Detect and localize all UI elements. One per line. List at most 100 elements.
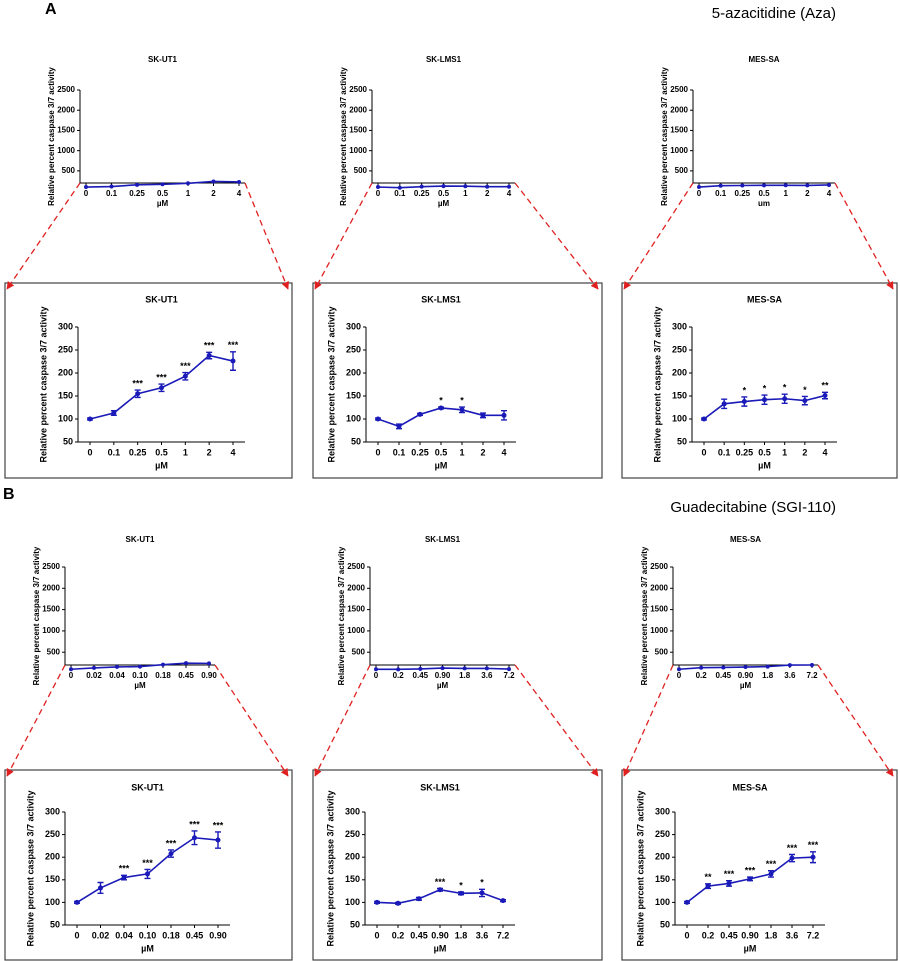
y-tick-label: 1000 bbox=[42, 626, 60, 635]
significance-label: *** bbox=[180, 361, 191, 371]
data-point bbox=[827, 182, 831, 187]
x-tick-label: 0.2 bbox=[393, 671, 405, 680]
x-tick-label: 0.5 bbox=[758, 447, 771, 457]
y-tick-label: 1000 bbox=[650, 626, 668, 635]
significance-label: *** bbox=[166, 838, 177, 848]
data-point bbox=[810, 663, 814, 667]
y-tick-label: 2500 bbox=[670, 85, 688, 94]
x-tick-label: 0.90 bbox=[435, 671, 451, 680]
data-point bbox=[741, 399, 747, 405]
data-point bbox=[111, 410, 117, 416]
y-tick-label: 200 bbox=[655, 852, 670, 862]
significance-label: * bbox=[480, 878, 484, 888]
data-point bbox=[438, 405, 444, 411]
y-tick-label: 150 bbox=[58, 390, 73, 400]
data-point bbox=[397, 185, 402, 190]
x-tick-label: 0.18 bbox=[162, 930, 180, 940]
panel-title: 5-azacitidine (Aza) bbox=[712, 5, 836, 22]
data-point bbox=[721, 665, 726, 670]
x-tick-label: 4 bbox=[230, 447, 235, 457]
y-axis-label: Relative percent caspase 3/7 activity bbox=[325, 790, 335, 946]
x-tick-label: 0.90 bbox=[201, 671, 217, 680]
significance-label: *** bbox=[132, 378, 143, 388]
chart-title: SK-UT1 bbox=[148, 55, 177, 64]
y-tick-label: 2000 bbox=[650, 583, 668, 592]
data-point bbox=[721, 401, 727, 407]
x-tick-label: 1.8 bbox=[765, 930, 778, 940]
y-tick-label: 1500 bbox=[347, 605, 365, 614]
x-tick-label: 0.45 bbox=[410, 930, 428, 940]
x-axis-label: µM bbox=[438, 199, 450, 208]
x-tick-label: 1 bbox=[463, 189, 468, 198]
data-point bbox=[375, 416, 381, 422]
data-point bbox=[84, 185, 88, 190]
data-point bbox=[396, 423, 402, 429]
x-axis-label: µM bbox=[435, 460, 448, 470]
data-point bbox=[98, 885, 103, 891]
panel-title: Guadecitabine (SGI-110) bbox=[670, 499, 836, 516]
x-tick-label: 3.6 bbox=[786, 930, 799, 940]
y-tick-label: 200 bbox=[45, 852, 60, 862]
data-point bbox=[458, 890, 464, 896]
significance-label: *** bbox=[213, 820, 224, 830]
significance-label: *** bbox=[228, 340, 239, 350]
x-axis-label: µM bbox=[740, 681, 752, 690]
data-point bbox=[802, 398, 808, 404]
data-point bbox=[726, 880, 732, 886]
significance-label: *** bbox=[808, 840, 819, 850]
y-tick-label: 250 bbox=[58, 344, 73, 354]
x-tick-label: 1 bbox=[782, 447, 787, 457]
y-tick-label: 2000 bbox=[42, 583, 60, 592]
x-tick-label: 0.25 bbox=[414, 189, 430, 198]
y-tick-label: 1500 bbox=[349, 126, 367, 135]
data-point bbox=[207, 661, 211, 666]
panel-frame bbox=[621, 769, 898, 961]
x-tick-label: 1 bbox=[783, 189, 788, 198]
y-tick-label: 50 bbox=[350, 919, 360, 929]
x-tick-label: 0.2 bbox=[392, 930, 405, 940]
data-point bbox=[92, 665, 96, 670]
y-tick-label: 300 bbox=[672, 321, 687, 331]
data-point bbox=[230, 358, 236, 364]
chart-title: SK-UT1 bbox=[131, 782, 164, 792]
x-tick-label: 0.25 bbox=[736, 447, 754, 457]
x-axis-label: µM bbox=[157, 199, 169, 208]
x-tick-label: 1.8 bbox=[455, 930, 468, 940]
panel-label: A bbox=[45, 1, 57, 18]
data-point bbox=[699, 665, 704, 670]
y-tick-label: 2500 bbox=[42, 562, 60, 571]
x-tick-label: 0 bbox=[684, 930, 689, 940]
x-tick-label: 0.90 bbox=[209, 930, 227, 940]
x-tick-label: 0 bbox=[84, 189, 89, 198]
y-axis-label: Relative percent caspase 3/7 activity bbox=[337, 546, 346, 685]
data-point bbox=[206, 353, 212, 359]
chart-title: MES-SA bbox=[747, 294, 783, 304]
y-tick-label: 500 bbox=[354, 166, 368, 175]
significance-label: * bbox=[743, 385, 747, 395]
x-tick-label: 2 bbox=[211, 189, 216, 198]
x-tick-label: 0.2 bbox=[702, 930, 715, 940]
chart-title: MES-SA bbox=[748, 55, 779, 64]
y-tick-label: 1000 bbox=[57, 146, 75, 155]
zoom-connector bbox=[314, 664, 371, 777]
y-axis-label: Relative percent caspase 3/7 activity bbox=[326, 306, 336, 462]
chart-title: SK-LMS1 bbox=[426, 55, 462, 64]
significance-label: * bbox=[763, 383, 767, 393]
x-tick-label: 0.25 bbox=[735, 189, 751, 198]
data-point bbox=[783, 183, 788, 188]
x-tick-label: 0 bbox=[375, 447, 380, 457]
x-tick-label: 3.6 bbox=[481, 671, 493, 680]
data-point bbox=[87, 416, 93, 422]
data-point bbox=[115, 664, 119, 669]
panel-frame bbox=[4, 282, 293, 479]
data-point bbox=[237, 179, 241, 184]
x-tick-label: 0.1 bbox=[715, 189, 727, 198]
y-tick-label: 100 bbox=[45, 897, 60, 907]
y-tick-label: 200 bbox=[346, 367, 361, 377]
x-tick-label: 0.45 bbox=[413, 671, 429, 680]
y-tick-label: 50 bbox=[660, 919, 670, 929]
x-axis-label: um bbox=[758, 199, 770, 208]
data-point bbox=[459, 407, 465, 413]
x-tick-label: 0 bbox=[701, 447, 706, 457]
x-tick-label: 0 bbox=[74, 930, 79, 940]
